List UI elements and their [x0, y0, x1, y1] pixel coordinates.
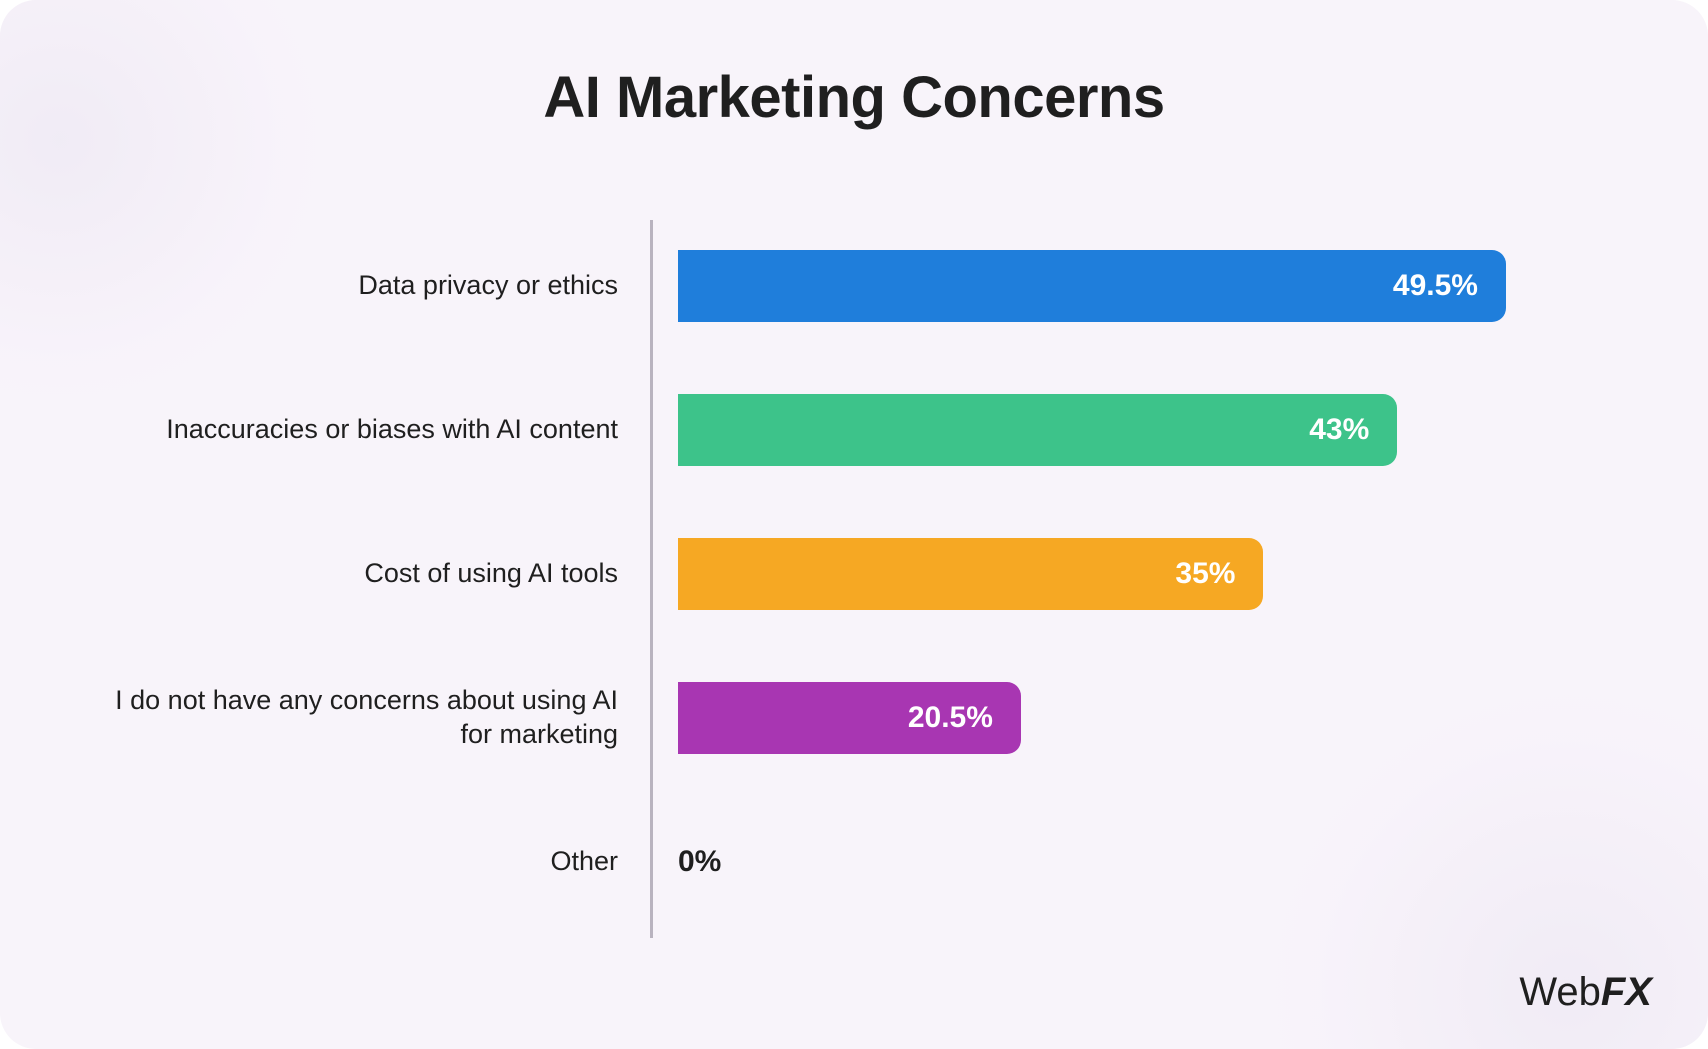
chart-row: Other 0%	[110, 826, 1598, 898]
bar: 49.5%	[678, 250, 1506, 322]
bar-cell: 0%	[650, 826, 1598, 898]
chart-row: Data privacy or ethics 49.5%	[110, 250, 1598, 322]
bar-cell: 35%	[650, 538, 1598, 610]
brand-logo-web: Web	[1519, 970, 1601, 1015]
bar-value: 35%	[1175, 557, 1235, 591]
chart-row: Cost of using AI tools 35%	[110, 538, 1598, 610]
bar-label: Cost of using AI tools	[110, 557, 650, 591]
chart-row: I do not have any concerns about using A…	[110, 682, 1598, 754]
brand-logo-fx: FX	[1601, 970, 1652, 1015]
bar-label: Data privacy or ethics	[110, 269, 650, 303]
bar-value: 0%	[678, 845, 721, 879]
bar: 43%	[678, 394, 1397, 466]
brand-logo: WebFX	[1519, 970, 1652, 1015]
bar-cell: 49.5%	[650, 250, 1598, 322]
bar-label: Inaccuracies or biases with AI content	[110, 413, 650, 447]
bar: 20.5%	[678, 682, 1021, 754]
bar-value: 20.5%	[908, 701, 993, 735]
bar: 35%	[678, 538, 1263, 610]
bar-cell: 43%	[650, 394, 1598, 466]
bar-label: I do not have any concerns about using A…	[110, 684, 650, 752]
chart-card: AI Marketing Concerns Data privacy or et…	[0, 0, 1708, 1049]
bar-value: 49.5%	[1393, 269, 1478, 303]
bar-label: Other	[110, 845, 650, 879]
bar-chart: Data privacy or ethics 49.5% Inaccuracies …	[110, 220, 1598, 989]
bar-cell: 20.5%	[650, 682, 1598, 754]
chart-title: AI Marketing Concerns	[0, 64, 1708, 131]
chart-row: Inaccuracies or biases with AI content 43…	[110, 394, 1598, 466]
bar-value: 43%	[1309, 413, 1369, 447]
